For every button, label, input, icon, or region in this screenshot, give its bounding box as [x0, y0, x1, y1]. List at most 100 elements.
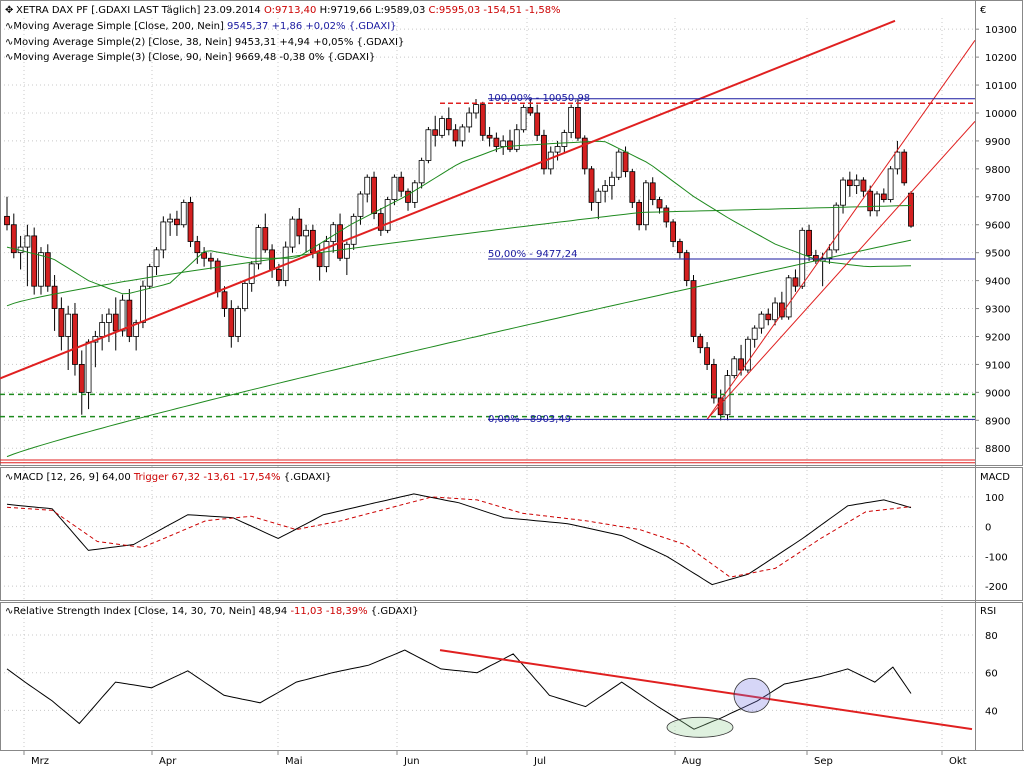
candle-down	[493, 137, 500, 147]
candle-up	[724, 375, 731, 416]
candle-down	[846, 179, 853, 187]
rsi-breakout-marker	[733, 677, 771, 713]
candle-down	[527, 107, 534, 114]
candle-up	[350, 215, 357, 245]
candle-down	[486, 134, 493, 139]
y-tick-label: -100	[985, 552, 1008, 563]
candle-down	[187, 201, 194, 242]
rsi-panel[interactable]	[6, 649, 973, 738]
candle-down	[901, 151, 908, 184]
ma-icon: ∿	[5, 606, 13, 617]
candle-down	[112, 313, 119, 332]
candle-down	[738, 358, 744, 371]
y-tick-label: 9000	[985, 388, 1010, 399]
ma3-label: Moving Average Simple(3) [Close, 90, Nei…	[13, 52, 231, 63]
price-legend: ✥ XETRA DAX PF [.GDAXI LAST Täglich] 23.…	[5, 5, 986, 63]
candle-up	[894, 151, 901, 170]
candle-up	[153, 249, 160, 268]
candle-down	[371, 176, 377, 214]
candle-down	[405, 190, 411, 203]
rsi-change: -11,03 -18,39%	[290, 606, 367, 617]
grid	[0, 18, 975, 750]
ma-icon: ∿	[5, 37, 13, 48]
y-tick-label: 10000	[985, 109, 1017, 120]
x-tick-label: Jun	[403, 756, 420, 767]
candle-up	[466, 112, 473, 128]
candle-up	[38, 252, 44, 287]
candle-up	[160, 221, 167, 251]
candle-down	[683, 252, 690, 282]
ohlc-low: L:9589,03	[375, 5, 425, 16]
x-tick-label: Aug	[682, 756, 702, 767]
svg-text:∿Moving Average Simple(2) [Clo: ∿Moving Average Simple(2) [Close, 38, Ne…	[5, 37, 404, 48]
candle-up	[731, 358, 738, 376]
price-title: XETRA DAX PF [.GDAXI LAST Täglich] 23.09…	[16, 5, 261, 16]
y-tick-label: -200	[985, 582, 1008, 593]
ma1-label: Moving Average Simple [Close, 200, Nein]	[13, 21, 224, 32]
candle-down	[765, 313, 772, 321]
candle-up	[833, 204, 840, 251]
candle-up	[235, 308, 241, 337]
candle-down	[4, 215, 10, 226]
candle-down	[656, 199, 663, 209]
candle-up	[418, 160, 425, 184]
fib-50-label: 50,00% - 9477,24	[488, 249, 577, 260]
candle-up	[330, 224, 337, 242]
candle-up	[99, 322, 106, 337]
currency-icon: €	[980, 5, 986, 16]
macd-legend: ∿MACD [12, 26, 9] 64,00 Trigger 67,32 -1…	[5, 472, 1010, 483]
x-tick-label: Okt	[949, 756, 967, 767]
candle-up	[744, 338, 751, 371]
candle-down	[221, 291, 228, 309]
trend-line	[0, 19, 896, 380]
y-tick-label: 0	[985, 523, 991, 534]
y-tick-label: 9900	[985, 137, 1010, 148]
y-tick-label: 8800	[985, 444, 1010, 455]
ma38-line	[6, 140, 912, 295]
trend-line	[706, 40, 976, 420]
candle-down	[867, 190, 874, 212]
candle-up	[24, 235, 31, 248]
candle-up	[568, 107, 575, 133]
candle-down	[636, 201, 643, 226]
y-tick-label: 10200	[985, 53, 1017, 64]
candle-down	[575, 107, 581, 139]
candle-down	[479, 104, 486, 136]
y-tick-label: 100	[985, 493, 1004, 504]
candle-up	[513, 129, 520, 150]
candle-up	[609, 176, 615, 187]
fib-0-label: 0,00% - 8903,49	[488, 414, 571, 425]
candle-up	[840, 179, 846, 206]
candle-down	[262, 227, 269, 251]
candle-up	[520, 107, 527, 131]
candle-up	[874, 193, 880, 212]
x-tick-label: Sep	[814, 756, 833, 767]
candle-down	[860, 179, 867, 192]
svg-text:∿Relative Strength Index [Clos: ∿Relative Strength Index [Close, 14, 30,…	[5, 606, 419, 617]
rsi-trend-line	[439, 649, 973, 731]
candle-down	[432, 129, 439, 136]
y-tick-label: 9200	[985, 332, 1010, 343]
candle-up	[785, 277, 792, 318]
y-tick-label: 80	[985, 631, 998, 642]
candle-up	[85, 341, 92, 393]
candle-up	[357, 193, 364, 217]
macd-panel[interactable]	[6, 493, 912, 586]
price-title-icon: ✥	[5, 5, 13, 16]
y-tick-label: 9500	[985, 249, 1010, 260]
ohlc-high: H:9719,66	[320, 5, 372, 16]
candle-down	[51, 285, 58, 309]
candle-up	[323, 241, 330, 268]
candle-down	[78, 364, 85, 393]
rsi-title: Relative Strength Index [Close, 14, 30, …	[13, 606, 287, 617]
candle-up	[248, 263, 255, 284]
candle-up	[459, 126, 466, 142]
candle-down	[194, 241, 201, 254]
candle-up	[758, 313, 765, 329]
svg-text:XETRA DAX PF [.GDAXI LAST Tägl: XETRA DAX PF [.GDAXI LAST Täglich] 23.09…	[16, 5, 561, 16]
candle-down	[316, 252, 323, 268]
candle-down	[690, 280, 697, 337]
price-chart[interactable]	[0, 19, 976, 464]
candle-up	[751, 327, 758, 340]
candle-up	[289, 218, 296, 248]
